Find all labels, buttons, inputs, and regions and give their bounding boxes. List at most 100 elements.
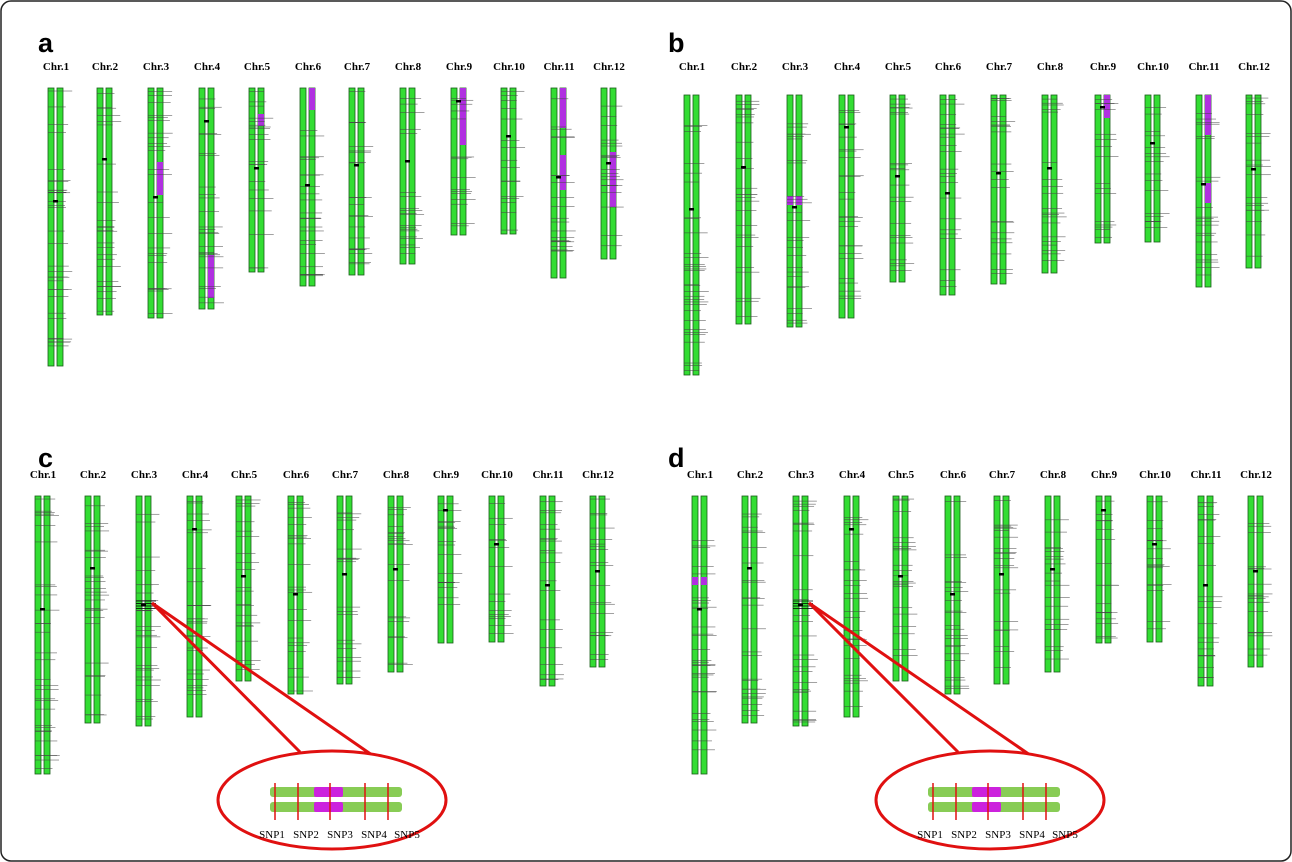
- centromere: [898, 575, 903, 578]
- centromere: [844, 126, 849, 129]
- chromatid: [902, 496, 908, 681]
- chromosome-label: Chr.9: [433, 469, 460, 481]
- chromatid: [1096, 496, 1102, 643]
- centromere: [741, 166, 746, 169]
- snp-label: SNP5: [394, 829, 420, 841]
- chromosome-label: Chr.8: [1037, 61, 1064, 73]
- centromere: [254, 167, 259, 170]
- segment: [796, 196, 802, 205]
- chromatid: [1000, 95, 1006, 284]
- chromatid: [148, 88, 154, 318]
- chromatid: [400, 88, 406, 264]
- chromatid: [1246, 95, 1252, 268]
- chromatid: [349, 88, 355, 275]
- centromere: [747, 567, 752, 570]
- chromatid: [236, 496, 242, 681]
- chromatid: [85, 496, 91, 723]
- chromatid: [692, 496, 698, 774]
- segment: [560, 155, 566, 190]
- centromere: [697, 608, 702, 611]
- chromatid: [358, 88, 364, 275]
- centromere: [494, 543, 499, 546]
- chromatid: [590, 496, 596, 667]
- chromosome-label: Chr.8: [395, 61, 422, 73]
- chromatid: [57, 88, 63, 366]
- centromere: [293, 593, 298, 596]
- chromatid: [549, 496, 555, 686]
- panel-label: b: [668, 28, 685, 58]
- centromere: [204, 120, 209, 123]
- centromere: [945, 192, 950, 195]
- chromosome-label: Chr.5: [244, 61, 271, 73]
- chromatid: [551, 88, 557, 278]
- centromere: [405, 160, 410, 163]
- chromosome-label: Chr.1: [30, 469, 56, 481]
- chromosome-label: Chr.6: [295, 61, 322, 73]
- chromosome-label: Chr.9: [1091, 469, 1118, 481]
- zoom-segment: [314, 802, 343, 812]
- segment: [1205, 95, 1211, 135]
- centromere: [595, 570, 600, 573]
- chromosome-label: Chr.9: [446, 61, 473, 73]
- chromatid: [796, 95, 802, 327]
- chromatid: [949, 95, 955, 295]
- chromosome-label: Chr.5: [888, 469, 915, 481]
- centromere: [1152, 543, 1157, 546]
- centromere: [53, 200, 58, 203]
- segment: [787, 196, 793, 205]
- chromosome-label: Chr.7: [989, 469, 1016, 481]
- chromosome-label: Chr.4: [839, 469, 866, 481]
- chromatid: [501, 88, 507, 234]
- chromosome-label: Chr.1: [43, 61, 69, 73]
- chromatid: [1248, 496, 1254, 667]
- chromatid: [1095, 95, 1101, 243]
- snp-label: SNP1: [259, 829, 285, 841]
- centromere: [153, 196, 158, 199]
- panel-label: d: [668, 443, 685, 473]
- chromosome-label: Chr.6: [940, 469, 967, 481]
- segment: [258, 114, 264, 126]
- chromatid: [510, 88, 516, 234]
- segment: [460, 88, 466, 145]
- centromere: [1150, 142, 1155, 145]
- chromosome-label: Chr.10: [1139, 469, 1171, 481]
- centromere: [1101, 509, 1106, 512]
- segment: [692, 577, 698, 585]
- chromatid: [346, 496, 352, 684]
- chromatid: [1154, 95, 1160, 242]
- chromatid: [1054, 496, 1060, 672]
- centromere: [40, 608, 45, 611]
- chromatid: [940, 95, 946, 295]
- chromatid: [1042, 95, 1048, 273]
- chromosome-label: Chr.8: [383, 469, 410, 481]
- chromatid: [44, 496, 50, 774]
- chromosome-label: Chr.6: [935, 61, 962, 73]
- chromatid: [802, 496, 808, 726]
- chromatid: [1145, 95, 1151, 242]
- chromatid: [693, 95, 699, 375]
- chromosome-label: Chr.2: [737, 469, 764, 481]
- chromatid: [1105, 496, 1111, 643]
- chromatid: [745, 95, 751, 324]
- chromosome-label: Chr.1: [687, 469, 713, 481]
- chromosome-label: Chr.2: [92, 61, 119, 73]
- chromatid: [1207, 496, 1213, 686]
- chromosome-label: Chr.3: [788, 469, 815, 481]
- chromatid: [94, 496, 100, 723]
- chromatid: [599, 496, 605, 667]
- chromosome-label: Chr.8: [1040, 469, 1067, 481]
- chromatid: [1045, 496, 1051, 672]
- panel-label: a: [38, 28, 54, 58]
- snp-label: SNP3: [985, 829, 1011, 841]
- snp-label: SNP2: [293, 829, 319, 841]
- centromere: [456, 100, 461, 103]
- centromere: [1253, 570, 1258, 573]
- chromosome-label: Chr.7: [986, 61, 1013, 73]
- chromatid: [684, 95, 690, 375]
- chromatid: [899, 95, 905, 282]
- chromatid: [489, 496, 495, 642]
- chromosome-label: Chr.4: [182, 469, 209, 481]
- chromatid: [1196, 95, 1202, 287]
- chromosome-label: Chr.7: [332, 469, 359, 481]
- chromosome-label: Chr.4: [834, 61, 861, 73]
